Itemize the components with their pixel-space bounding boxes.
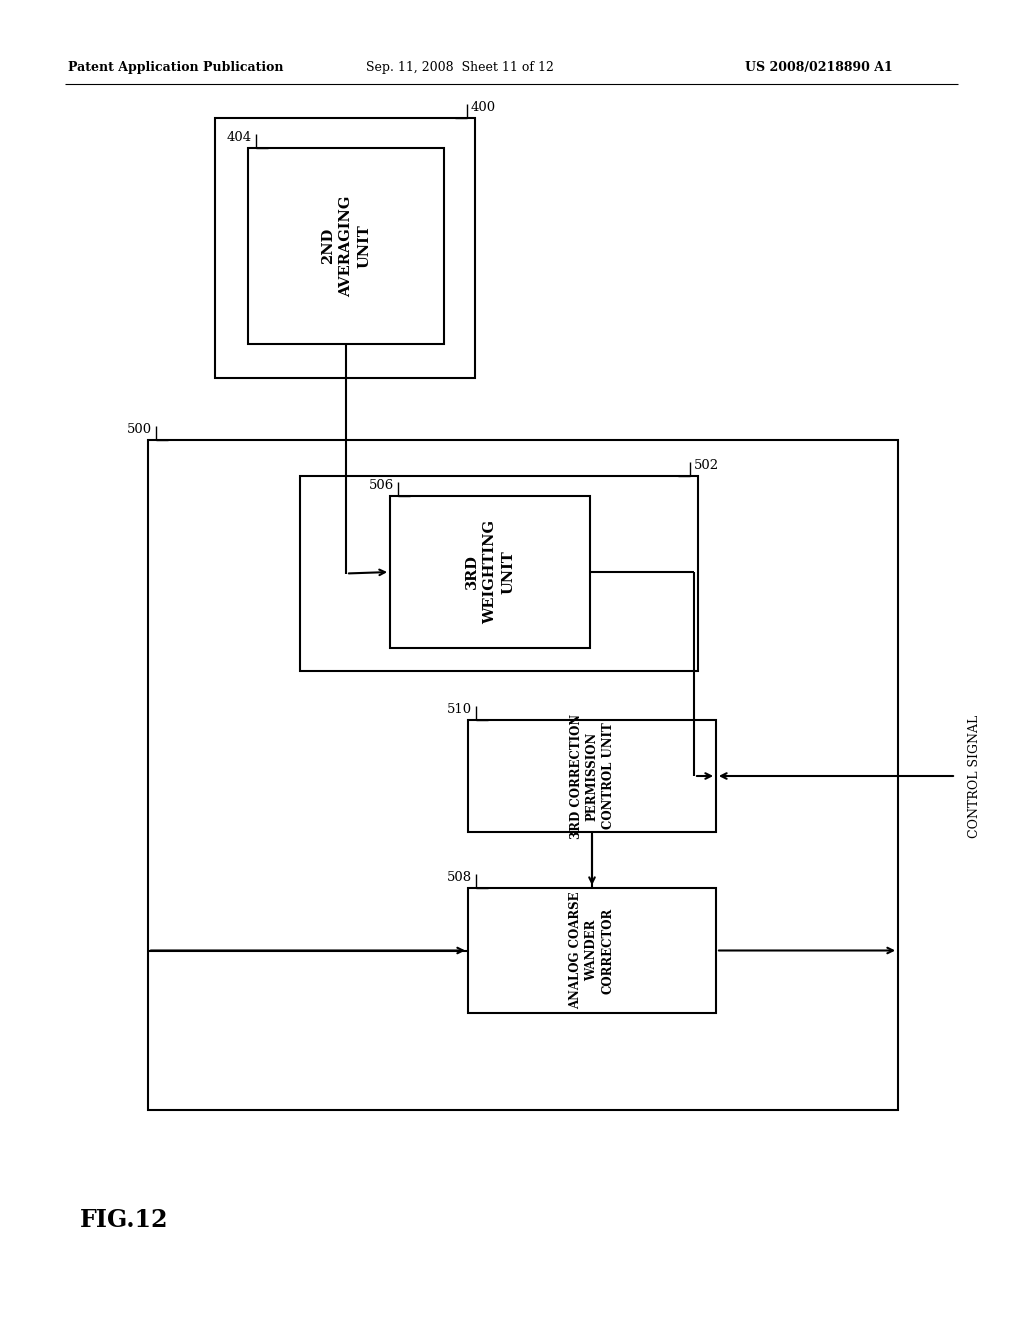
Text: 3RD CORRECTION
PERMISSION
CONTROL UNIT: 3RD CORRECTION PERMISSION CONTROL UNIT xyxy=(569,713,614,838)
Bar xyxy=(468,719,716,832)
Text: ANALOG COARSE
WANDER
CORRECTOR: ANALOG COARSE WANDER CORRECTOR xyxy=(569,892,614,1010)
Text: 400: 400 xyxy=(471,102,496,114)
Text: 500: 500 xyxy=(127,422,152,436)
Bar xyxy=(148,440,898,1110)
Text: 502: 502 xyxy=(694,459,719,473)
Text: Patent Application Publication: Patent Application Publication xyxy=(68,62,284,74)
Bar xyxy=(390,496,590,648)
Text: 404: 404 xyxy=(227,131,252,144)
Bar xyxy=(248,148,444,345)
Text: 3RD
WEIGHTING
UNIT: 3RD WEIGHTING UNIT xyxy=(465,520,515,624)
Text: Sep. 11, 2008  Sheet 11 of 12: Sep. 11, 2008 Sheet 11 of 12 xyxy=(366,62,554,74)
Bar xyxy=(215,117,475,378)
Text: 506: 506 xyxy=(369,479,394,492)
Text: US 2008/0218890 A1: US 2008/0218890 A1 xyxy=(745,62,893,74)
Text: 2ND
AVERAGING
UNIT: 2ND AVERAGING UNIT xyxy=(321,195,372,297)
Bar xyxy=(468,888,716,1012)
Text: CONTROL SIGNAL: CONTROL SIGNAL xyxy=(968,714,981,838)
Text: 508: 508 xyxy=(446,871,472,884)
Text: 510: 510 xyxy=(446,704,472,715)
Bar xyxy=(300,477,698,671)
Text: FIG.12: FIG.12 xyxy=(80,1208,169,1232)
